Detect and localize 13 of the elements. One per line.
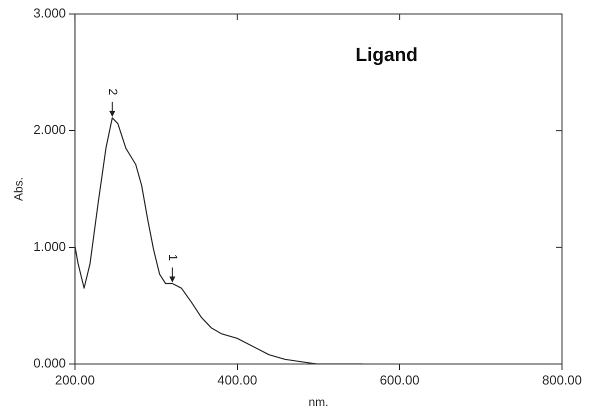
- y-tick-label: 1.000: [33, 238, 66, 254]
- y-tick-label: 2.000: [33, 122, 66, 138]
- text: Ligand: [356, 45, 418, 66]
- x-tick-label: 800.00: [542, 372, 582, 388]
- annotation: 1: [166, 254, 180, 262]
- x-tick-label: 600.00: [380, 372, 420, 388]
- y-tick-label: 3.000: [33, 6, 66, 21]
- y-axis-title: Abs.: [12, 176, 26, 202]
- x-tick-label: 200.00: [55, 372, 95, 388]
- x-tick-label: 400.00: [217, 372, 258, 388]
- annotation: 2: [106, 88, 120, 96]
- x-axis-title: nm.: [308, 395, 328, 410]
- y-tick-label: 0.000: [33, 356, 66, 371]
